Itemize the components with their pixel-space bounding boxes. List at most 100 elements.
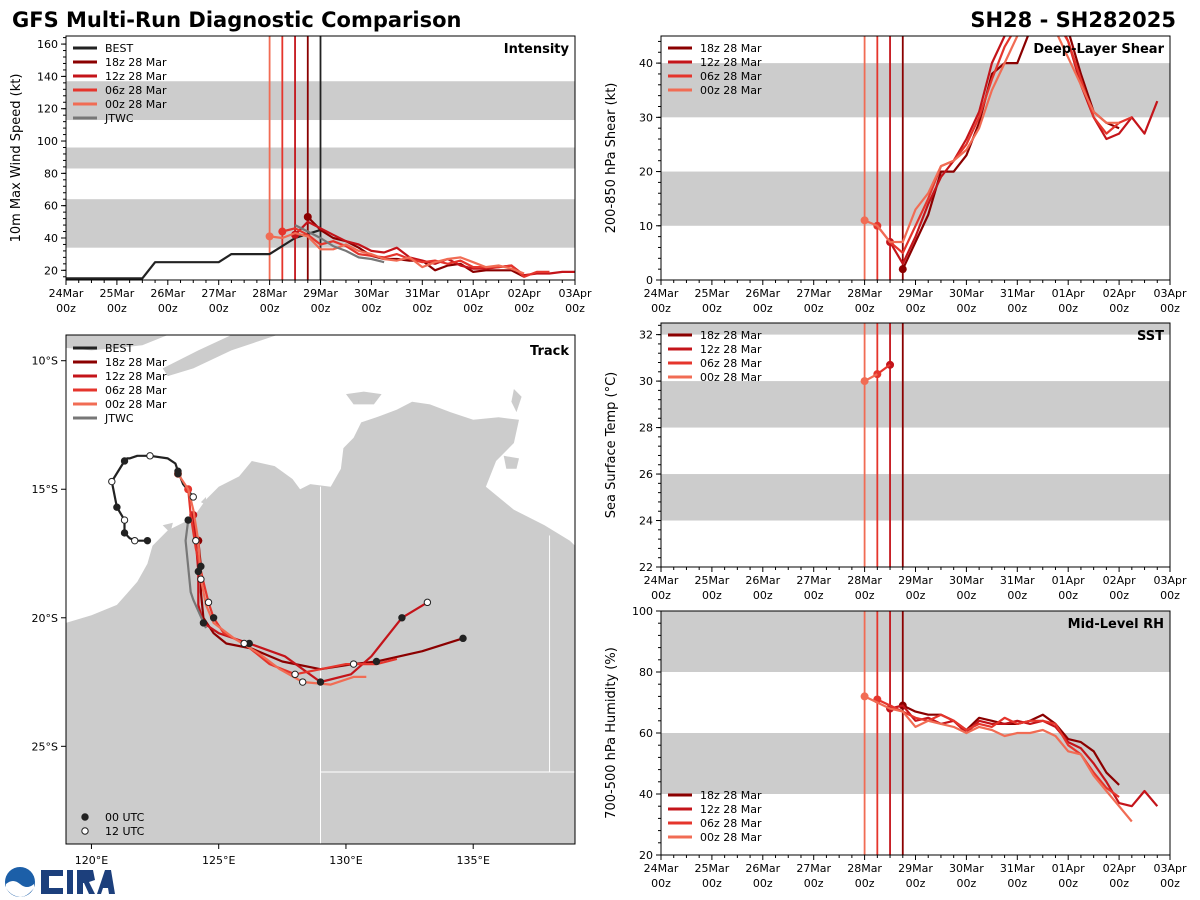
x-tick-sublabel: 00z <box>107 302 127 315</box>
island <box>346 391 382 405</box>
noaa-wave-shape <box>6 881 34 897</box>
x-tick-sublabel: 00z <box>804 877 824 890</box>
x-tick-label: 01Apr <box>457 287 491 300</box>
x-tick-sublabel: 00z <box>260 302 280 315</box>
init-point <box>303 212 312 221</box>
y-tick-label: 20 <box>44 264 58 277</box>
x-tick-sublabel: 00z <box>957 302 977 315</box>
x-tick-label: 26Mar <box>745 862 780 875</box>
y-tick-label: 160 <box>37 38 58 51</box>
y-tick-label: 120 <box>37 103 58 116</box>
lon-tick-label: 125°E <box>202 854 235 867</box>
x-tick-sublabel: 00z <box>463 302 483 315</box>
track-marker <box>113 503 121 511</box>
track-marker <box>240 639 248 648</box>
x-tick-sublabel: 00z <box>1058 589 1078 602</box>
y-tick-label: 10 <box>639 220 653 233</box>
x-tick-sublabel: 00z <box>514 302 534 315</box>
map-frame <box>65 334 576 845</box>
init-point <box>873 370 882 379</box>
track-marker <box>143 536 152 545</box>
y-tick-label: 30 <box>639 111 653 124</box>
x-tick-label: 31Mar <box>405 287 440 300</box>
y-tick-label: 32 <box>639 329 653 342</box>
storm-id: SH28 - SH282025 <box>970 8 1176 32</box>
x-tick-sublabel: 00z <box>753 302 773 315</box>
legend-label: 00z 28 Mar <box>700 371 762 384</box>
x-tick-label: 29Mar <box>898 574 933 587</box>
legend-label: 00z 28 Mar <box>700 84 762 97</box>
x-tick-sublabel: 00z <box>753 589 773 602</box>
track-marker <box>120 529 129 537</box>
x-tick-label: 29Mar <box>303 287 338 300</box>
y-tick-label: 100 <box>37 135 58 148</box>
lon-tick-label: 120°E <box>75 854 108 867</box>
x-tick-label: 30Mar <box>949 287 984 300</box>
legend-label: 18z 28 Mar <box>700 329 762 342</box>
shear-panel: 24Mar 00z 25Mar 00z 26Mar 00z 27Mar 00z 28Mar 00z… <box>604 35 1187 315</box>
shaded-band <box>661 611 1170 672</box>
legend-label: 06z 28 Mar <box>105 384 167 397</box>
x-tick-sublabel: 00z <box>702 302 722 315</box>
x-tick-sublabel: 00z <box>1109 302 1129 315</box>
x-tick-sublabel: 00z <box>1058 877 1078 890</box>
x-tick-label: 24Mar <box>644 287 679 300</box>
x-tick-sublabel: 00z <box>906 302 926 315</box>
y-tick-label: 20 <box>639 849 653 862</box>
island <box>200 497 206 505</box>
y-tick-label: 40 <box>639 57 653 70</box>
lat-tick-label: 25°S <box>32 740 58 753</box>
track-marker <box>197 575 205 583</box>
x-tick-label: 03Apr <box>1153 574 1187 587</box>
marker-legend-swatch <box>81 827 89 835</box>
track-line <box>177 473 367 686</box>
x-tick-sublabel: 00z <box>1007 589 1027 602</box>
x-tick-label: 01Apr <box>1052 862 1086 875</box>
x-tick-label: 31Mar <box>1000 862 1035 875</box>
panel-title: Deep-Layer Shear <box>1033 42 1164 57</box>
x-tick-label: 24Mar <box>49 287 84 300</box>
x-tick-sublabel: 00z <box>855 302 875 315</box>
island <box>503 455 519 469</box>
y-tick-label: 22 <box>639 561 653 574</box>
y-tick-label: 26 <box>639 468 653 481</box>
series-line <box>294 224 385 264</box>
x-tick-sublabel: 00z <box>209 302 229 315</box>
x-tick-label: 03Apr <box>1153 287 1187 300</box>
track-marker <box>291 670 299 679</box>
x-tick-label: 30Mar <box>949 574 984 587</box>
y-axis-label: 700-500 hPa Humidity (%) <box>604 647 619 819</box>
x-tick-sublabel: 00z <box>702 589 722 602</box>
track-marker <box>120 457 129 465</box>
sst-panel: 24Mar 00z 25Mar 00z 26Mar 00z 27Mar 00z 28Mar 00z… <box>604 322 1187 602</box>
track-marker <box>108 477 116 486</box>
series-line <box>66 228 321 280</box>
legend-label: 12z 28 Mar <box>700 56 762 69</box>
y-tick-label: 140 <box>37 70 58 83</box>
legend-label: 12z 28 Mar <box>700 803 762 816</box>
track-marker <box>423 598 432 607</box>
lon-tick-label: 135°E <box>456 854 489 867</box>
x-tick-sublabel: 00z <box>702 877 722 890</box>
plot-background <box>661 323 1170 567</box>
legend-label: 00z 28 Mar <box>105 398 167 411</box>
x-tick-sublabel: 00z <box>855 877 875 890</box>
y-tick-label: 80 <box>639 666 653 679</box>
x-tick-label: 27Mar <box>796 862 831 875</box>
panel-title: Mid-Level RH <box>1068 617 1164 632</box>
legend-label: JTWC <box>104 112 134 125</box>
x-tick-label: 29Mar <box>898 862 933 875</box>
legend-label: 12z 28 Mar <box>700 343 762 356</box>
shaded-band <box>661 381 1170 428</box>
y-tick-label: 40 <box>44 232 58 245</box>
x-tick-label: 29Mar <box>898 287 933 300</box>
x-tick-label: 02Apr <box>1103 862 1137 875</box>
legend-label: JTWC <box>104 412 134 425</box>
track-marker <box>194 567 203 576</box>
init-point <box>265 232 274 241</box>
y-tick-label: 0 <box>646 274 653 287</box>
x-tick-sublabel: 00z <box>957 877 977 890</box>
track-marker <box>131 536 139 545</box>
